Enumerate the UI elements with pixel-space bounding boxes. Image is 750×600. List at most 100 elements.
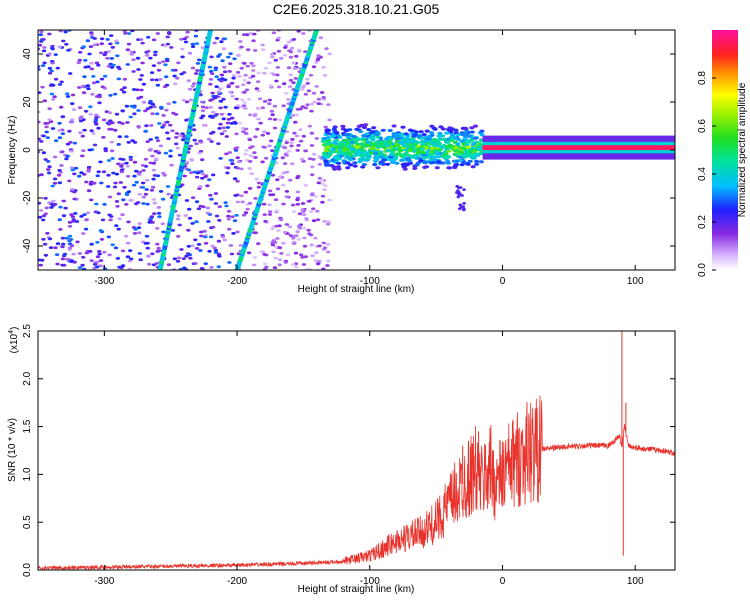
heatmap-cell bbox=[282, 53, 288, 57]
heatmap-cell bbox=[47, 165, 52, 169]
heatmap-cell bbox=[197, 151, 202, 155]
heatmap-cell bbox=[306, 228, 311, 232]
heatmap-cell bbox=[109, 66, 115, 69]
heatmap-cell bbox=[223, 105, 228, 109]
heatmap-cell bbox=[161, 60, 166, 63]
heatmap-cell bbox=[317, 244, 322, 248]
heatmap-cell bbox=[323, 149, 329, 153]
heatmap-cell bbox=[241, 83, 246, 87]
heatmap-cell bbox=[127, 267, 132, 270]
heatmap-cell bbox=[85, 39, 91, 43]
heatmap-cell bbox=[161, 171, 166, 175]
heatmap-cell bbox=[400, 125, 406, 129]
heatmap-cell bbox=[146, 49, 151, 53]
x-tick-label: 100 bbox=[627, 276, 644, 287]
heatmap-cell bbox=[40, 85, 45, 89]
heatmap-cell bbox=[184, 118, 189, 122]
heatmap-cell bbox=[298, 128, 303, 132]
heatmap-cell bbox=[250, 69, 256, 72]
heatmap-cell bbox=[57, 45, 62, 49]
heatmap-cell bbox=[114, 224, 119, 228]
heatmap-cell bbox=[248, 146, 253, 150]
heatmap-cell bbox=[320, 200, 325, 204]
heatmap-cell bbox=[340, 124, 346, 128]
heatmap-cell bbox=[327, 52, 332, 56]
heatmap-cell bbox=[47, 66, 53, 70]
heatmap-cell bbox=[161, 230, 166, 234]
heatmap-cell bbox=[452, 152, 458, 156]
heatmap-cell bbox=[40, 64, 46, 67]
heatmap-cell bbox=[257, 97, 263, 101]
heatmap-cell bbox=[141, 82, 147, 86]
heatmap-cell bbox=[97, 250, 102, 253]
heatmap-cell bbox=[267, 213, 273, 216]
heatmap-cell bbox=[200, 172, 205, 176]
heatmap-cell bbox=[41, 134, 46, 138]
heatmap-cell bbox=[187, 87, 193, 91]
heatmap-cell bbox=[387, 140, 393, 144]
heatmap-cell bbox=[137, 252, 142, 255]
heatmap-cell bbox=[65, 92, 70, 96]
heatmap-cell bbox=[388, 155, 394, 159]
heatmap-cell bbox=[88, 112, 93, 116]
heatmap-cell bbox=[107, 50, 112, 53]
heatmap-cell bbox=[43, 196, 48, 200]
heatmap-cell bbox=[253, 197, 258, 200]
heatmap-cell bbox=[114, 172, 120, 176]
heatmap-cell bbox=[240, 200, 245, 204]
heatmap-cell bbox=[105, 56, 110, 60]
heatmap-cell bbox=[287, 149, 292, 153]
heatmap-cell bbox=[360, 165, 366, 169]
heatmap-cell bbox=[200, 105, 206, 109]
heatmap-cell bbox=[149, 124, 154, 127]
heatmap-cell bbox=[388, 152, 395, 157]
heatmap-cell bbox=[175, 76, 180, 80]
heatmap-cell bbox=[292, 67, 298, 70]
heatmap-cell bbox=[275, 178, 280, 182]
heatmap-cell bbox=[239, 194, 244, 198]
heatmap-cell bbox=[301, 213, 307, 217]
heatmap-cell bbox=[193, 238, 198, 242]
heatmap-cell bbox=[278, 175, 283, 179]
heatmap-cell bbox=[344, 152, 350, 156]
heatmap-cell bbox=[89, 67, 95, 71]
heatmap-cell bbox=[403, 132, 409, 136]
heatmap-cell bbox=[467, 134, 473, 138]
heatmap-cell bbox=[303, 255, 308, 259]
heatmap-cell bbox=[200, 46, 205, 50]
heatmap-cell bbox=[267, 61, 272, 65]
heatmap-cell bbox=[75, 240, 80, 244]
heatmap-cell bbox=[38, 209, 44, 212]
heatmap-cell bbox=[332, 125, 338, 129]
heatmap-cell bbox=[172, 100, 177, 104]
heatmap-cell bbox=[151, 161, 157, 165]
heatmap-cell bbox=[231, 76, 236, 80]
heatmap-cell bbox=[95, 265, 100, 269]
heatmap-cell bbox=[440, 134, 446, 138]
heatmap-cell bbox=[352, 161, 358, 165]
heatmap-cell bbox=[161, 123, 167, 127]
heatmap-cell bbox=[186, 168, 192, 172]
heatmap-cell bbox=[211, 173, 216, 177]
heatmap-cell bbox=[207, 65, 213, 69]
heatmap-cell bbox=[48, 246, 54, 250]
heatmap-cell bbox=[234, 146, 240, 150]
heatmap-cell bbox=[366, 128, 372, 132]
heatmap-cell bbox=[273, 245, 279, 249]
heatmap-cell bbox=[275, 209, 280, 212]
heatmap-cell bbox=[78, 131, 83, 135]
heatmap-cell bbox=[334, 145, 340, 149]
heatmap-cell bbox=[217, 205, 222, 209]
heatmap-cell bbox=[197, 58, 202, 62]
heatmap-cell bbox=[78, 117, 83, 121]
heatmap-cell bbox=[294, 54, 299, 58]
heatmap-cell bbox=[470, 165, 476, 169]
heatmap-cell bbox=[184, 199, 190, 202]
heatmap-cell bbox=[224, 135, 229, 138]
heatmap-cell bbox=[50, 61, 55, 65]
heatmap-cell bbox=[169, 163, 174, 167]
heatmap-cell bbox=[49, 69, 54, 73]
heatmap-cell bbox=[446, 166, 452, 170]
heatmap-cell bbox=[187, 253, 192, 257]
heatmap-cell bbox=[196, 207, 202, 211]
